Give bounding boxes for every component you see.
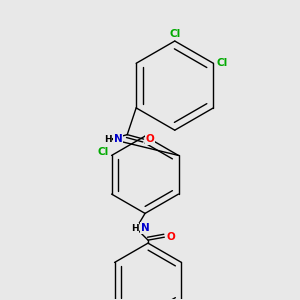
Text: O: O — [167, 232, 175, 242]
Text: H: H — [104, 135, 112, 144]
Text: O: O — [146, 134, 154, 144]
Text: Cl: Cl — [97, 148, 108, 158]
Text: H: H — [131, 224, 139, 233]
Text: Cl: Cl — [217, 58, 228, 68]
Text: N: N — [141, 223, 149, 233]
Text: Cl: Cl — [169, 28, 180, 39]
Text: N: N — [114, 134, 123, 144]
